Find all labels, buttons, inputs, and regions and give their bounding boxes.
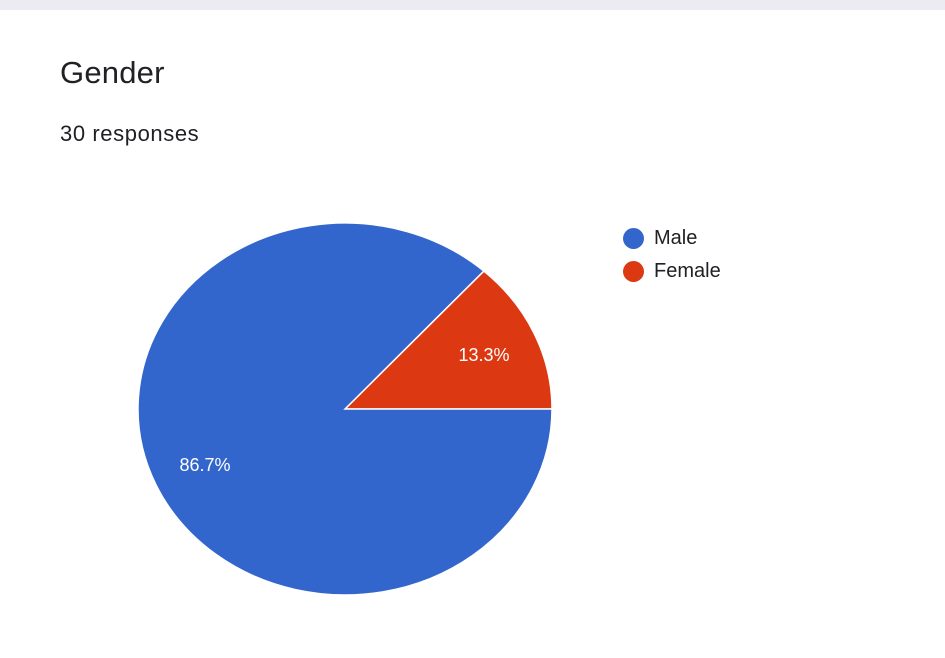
legend-item-female: Female <box>623 255 721 288</box>
top-strip <box>0 0 945 10</box>
pie-label-male: 86.7% <box>179 455 230 475</box>
legend-label-male: Male <box>654 227 698 249</box>
pie-slice-male <box>137 222 553 596</box>
legend-label-female: Female <box>654 260 721 282</box>
response-count: 30 responses <box>60 121 200 146</box>
chart-legend: Male Female <box>623 222 721 288</box>
chart-title: Gender <box>60 55 165 90</box>
legend-swatch-female <box>623 261 644 282</box>
pie-label-female: 13.3% <box>458 345 509 365</box>
legend-item-male: Male <box>623 222 721 255</box>
legend-swatch-male <box>623 228 644 249</box>
pie-slice-female <box>343 270 553 410</box>
